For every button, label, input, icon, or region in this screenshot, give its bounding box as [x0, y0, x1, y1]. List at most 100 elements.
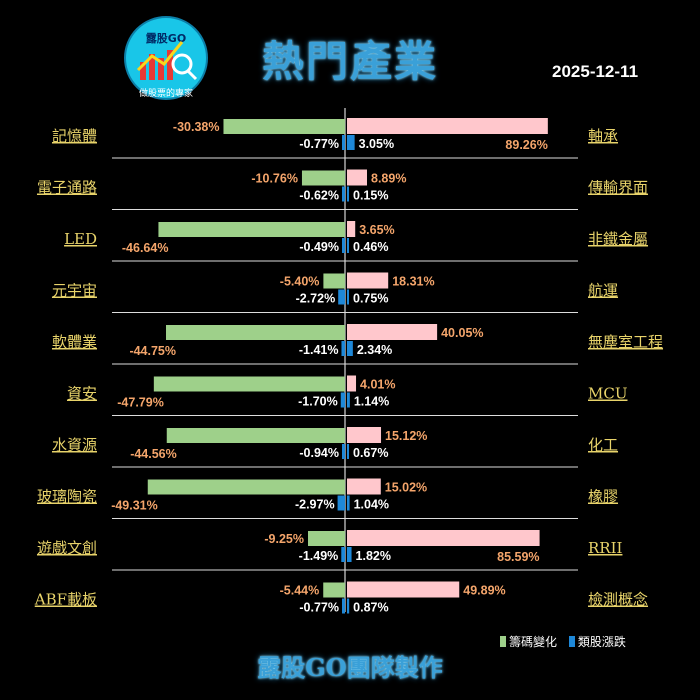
chip-value-left: -47.79% — [117, 396, 164, 410]
chip-bar-left — [323, 273, 345, 289]
stock-bar-right — [347, 444, 349, 459]
chip-bar-left — [166, 325, 345, 340]
chip-value-left: -10.76% — [251, 172, 298, 186]
chip-value-left: -46.64% — [122, 241, 169, 255]
report-date: 2025-12-11 — [552, 62, 639, 81]
chip-bar-right — [347, 375, 357, 392]
chip-bar-left — [147, 479, 345, 495]
stock-bar-right — [347, 341, 353, 356]
chip-value-right: 89.26% — [505, 138, 547, 152]
chip-bar-left — [223, 119, 345, 134]
stock-value-right: 1.82% — [356, 549, 391, 563]
chip-bar-right — [347, 581, 460, 598]
category-label-right: 非鐵金屬 — [588, 230, 648, 248]
chart-legend: 籌碼變化 類股漲跌 — [500, 633, 634, 650]
chip-bar-left — [308, 531, 345, 546]
stock-value-left: -1.49% — [299, 549, 339, 563]
chip-bar-left — [166, 428, 345, 443]
stock-value-right: 2.34% — [357, 343, 392, 357]
stock-bar-left — [341, 341, 345, 356]
chip-bar-left — [301, 170, 345, 186]
legend-swatch-stock — [568, 636, 575, 647]
stock-bar-right — [347, 547, 352, 562]
category-label-left: LED — [64, 230, 97, 248]
stock-bar-right — [347, 238, 349, 253]
stock-bar-left — [342, 186, 345, 202]
category-label-left: 遊戲文創 — [37, 539, 97, 557]
stock-value-right: 0.15% — [353, 189, 388, 203]
stock-value-right: 0.87% — [353, 601, 388, 615]
chip-value-right: 49.89% — [463, 584, 505, 598]
category-label-left: 軟體業 — [52, 333, 97, 351]
stock-bar-left — [342, 238, 345, 253]
category-label-right: 無塵室工程 — [588, 333, 663, 351]
stock-bar-right — [347, 289, 349, 305]
stock-value-left: -2.72% — [296, 292, 336, 306]
stock-value-right: 3.05% — [359, 137, 394, 151]
stock-value-left: -0.62% — [299, 189, 339, 203]
chip-bar-right — [347, 118, 548, 134]
category-label-right: 化工 — [588, 436, 618, 454]
stock-value-right: 0.46% — [353, 240, 388, 254]
stock-bar-left — [342, 598, 345, 614]
chip-value-right: 15.02% — [385, 481, 427, 495]
category-label-right: MCU — [588, 385, 627, 403]
stock-value-left: -2.97% — [295, 498, 335, 512]
chip-value-right: 4.01% — [360, 378, 395, 392]
chip-bar-right — [347, 324, 438, 340]
legend-label-stock: 類股漲跌 — [577, 635, 626, 649]
stock-value-left: -0.49% — [299, 240, 339, 254]
chip-bar-right — [347, 427, 382, 443]
category-label-right: 航運 — [588, 282, 618, 300]
legend-item-chip: 籌碼變化 — [500, 633, 557, 650]
stock-bar-right — [347, 598, 350, 614]
logo-subtext: 做股票的專家 — [139, 87, 193, 99]
footer-credit: 露股GO團隊製作 — [257, 653, 443, 682]
chip-value-left: -44.56% — [130, 447, 177, 461]
stock-value-right: 0.75% — [353, 292, 388, 306]
category-label-left: 水資源 — [52, 436, 97, 454]
brand-logo: 露股GO 做股票的專家 — [124, 16, 208, 100]
category-label-right: 軸承 — [588, 127, 618, 145]
chip-bar-left — [158, 222, 345, 237]
stock-value-left: -1.70% — [298, 395, 338, 409]
category-label-left: ABF載板 — [34, 591, 97, 609]
stock-value-left: -0.77% — [299, 601, 339, 615]
chip-value-right: 18.31% — [392, 275, 434, 289]
chip-value-right: 15.12% — [385, 429, 427, 443]
legend-label-chip: 籌碼變化 — [509, 635, 558, 649]
chip-bar-left — [323, 582, 345, 598]
chip-value-right: 85.59% — [497, 550, 539, 564]
stock-value-left: -0.77% — [299, 137, 339, 151]
category-label-right: RRII — [588, 539, 623, 557]
category-label-left: 玻璃陶瓷 — [37, 488, 97, 506]
category-label-right: 檢測概念 — [588, 591, 648, 609]
chip-bar-right — [347, 478, 381, 495]
category-label-left: 記憶體 — [52, 127, 97, 145]
chip-bar-right — [347, 272, 389, 289]
chip-bar-right — [347, 169, 368, 186]
chip-value-left: -30.38% — [173, 120, 220, 134]
chip-value-right: 3.65% — [359, 223, 394, 237]
chip-bar-right — [347, 221, 356, 237]
category-label-left: 資安 — [67, 385, 97, 403]
chip-value-left: -5.44% — [280, 584, 320, 598]
stock-value-right: 1.04% — [354, 498, 389, 512]
legend-item-stock: 類股漲跌 — [568, 633, 626, 650]
stock-value-left: -1.41% — [299, 343, 339, 357]
category-label-left: 電子通路 — [37, 179, 97, 197]
logo-text: 露股GO — [146, 32, 186, 45]
stock-bar-left — [341, 547, 345, 562]
chip-value-left: -44.75% — [129, 344, 176, 358]
chip-value-right: 8.89% — [371, 172, 406, 186]
category-label-right: 傳輸界面 — [588, 179, 648, 197]
chip-value-left: -5.40% — [280, 275, 320, 289]
chip-value-right: 40.05% — [441, 326, 483, 340]
category-label-right: 橡膠 — [588, 488, 618, 506]
legend-swatch-chip — [500, 636, 506, 647]
page-title: 熱門產業 — [262, 37, 439, 86]
stock-bar-left — [340, 392, 345, 408]
stock-bar-left — [342, 135, 345, 150]
chip-value-left: -9.25% — [264, 532, 304, 546]
